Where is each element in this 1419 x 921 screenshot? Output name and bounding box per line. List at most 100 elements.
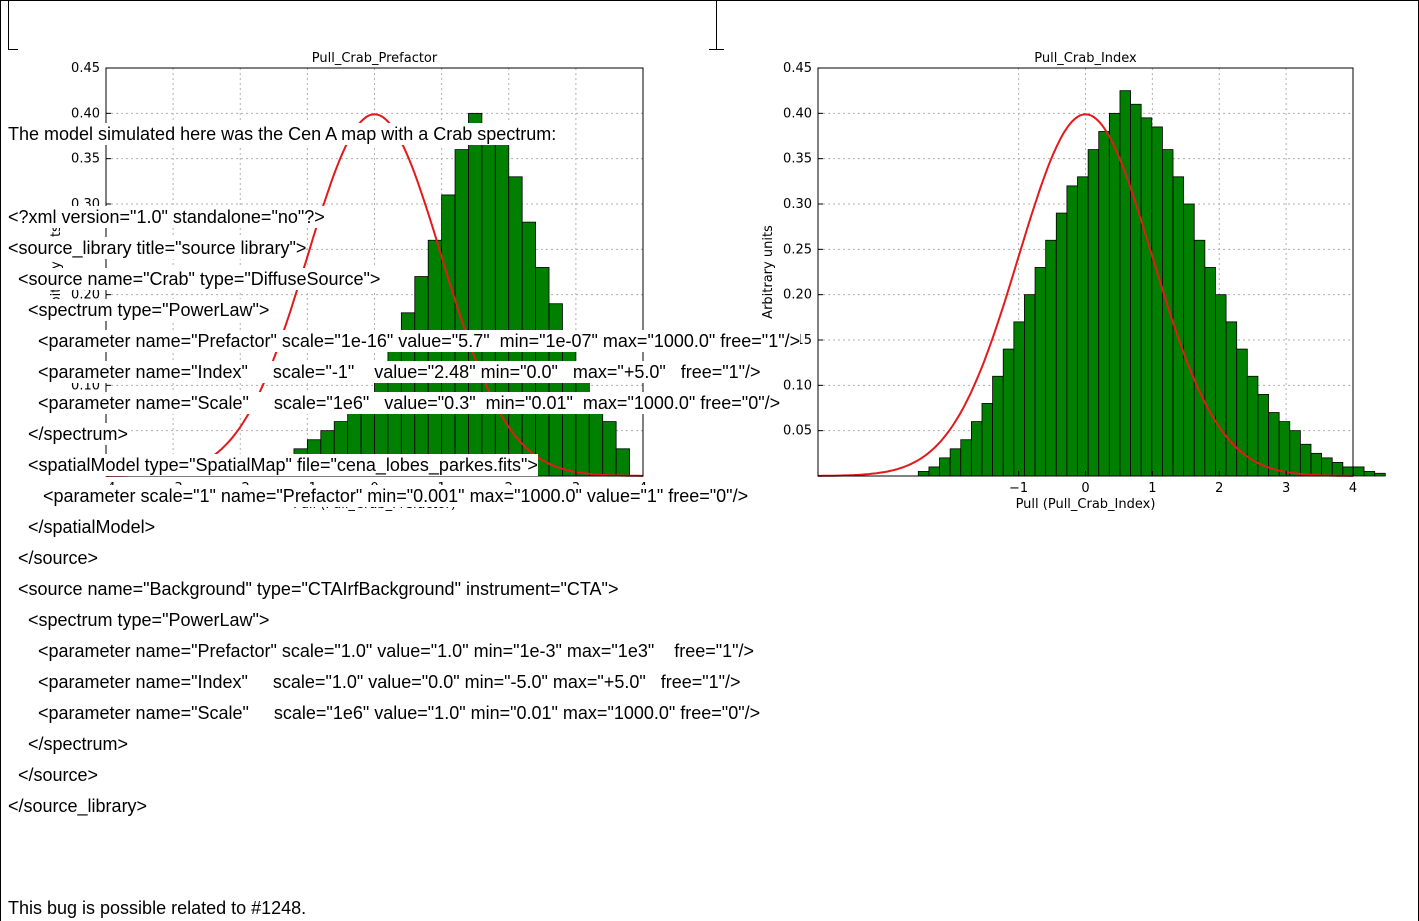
histogram-bar bbox=[1268, 412, 1280, 477]
histogram-bar bbox=[1002, 348, 1015, 477]
histogram-bar bbox=[1045, 239, 1057, 477]
y-tick-label: 0.10 bbox=[783, 378, 812, 393]
histogram-bar bbox=[588, 403, 604, 477]
histogram-bar bbox=[1225, 321, 1238, 477]
histogram-bar bbox=[1342, 466, 1354, 477]
xml-line: </source> bbox=[8, 764, 99, 786]
histogram-bar bbox=[1374, 472, 1386, 477]
histogram-bar bbox=[1119, 90, 1131, 477]
histogram-bar bbox=[1087, 149, 1100, 477]
xml-line: <source name="Crab" type="DiffuseSource"… bbox=[8, 268, 381, 290]
chart-pull-crab-index: 0.050.100.150.200.250.300.350.400.45−101… bbox=[716, 40, 1416, 530]
histogram-bar bbox=[1321, 457, 1333, 477]
frame-inner-left-foot bbox=[8, 49, 18, 50]
histogram-bar bbox=[454, 149, 469, 477]
frame-left-line bbox=[0, 0, 1, 921]
y-tick-label: 0.20 bbox=[783, 288, 812, 303]
histogram-bar bbox=[970, 421, 983, 477]
y-tick-label: 0.35 bbox=[783, 152, 812, 167]
histogram-bar bbox=[1289, 430, 1301, 477]
histogram-bar bbox=[1215, 294, 1227, 477]
x-tick-label: −1 bbox=[1009, 481, 1028, 496]
histogram-bar bbox=[1140, 117, 1153, 477]
y-axis-label: Arbitrary units bbox=[761, 225, 776, 319]
histogram-bar bbox=[1331, 461, 1344, 477]
x-tick-label: 1 bbox=[1148, 481, 1156, 496]
gaussian-curve bbox=[818, 113, 1353, 477]
histogram-bar bbox=[1183, 203, 1195, 477]
xml-line: <parameter name="Scale" scale="1e6" valu… bbox=[8, 392, 781, 414]
histogram-bar bbox=[427, 239, 443, 477]
histogram-bar bbox=[1310, 452, 1323, 477]
histogram-bar bbox=[928, 466, 940, 477]
histogram-bar bbox=[1278, 421, 1291, 477]
histogram-bar bbox=[1055, 212, 1068, 477]
y-tick-label: 0.40 bbox=[71, 106, 100, 121]
histogram-bar bbox=[1353, 466, 1365, 477]
xml-line: </source_library> bbox=[8, 795, 148, 817]
xml-line: <parameter name="Prefactor" scale="1.0" … bbox=[8, 640, 755, 662]
x-axis-label: Pull (Pull_Crab_Index) bbox=[1016, 497, 1156, 512]
histogram-bar bbox=[1066, 185, 1078, 477]
frame-divider bbox=[716, 0, 717, 50]
histogram-bar bbox=[960, 439, 972, 477]
xml-line: </spatialModel> bbox=[8, 516, 156, 538]
histogram-bar bbox=[1077, 176, 1089, 477]
histogram-bar bbox=[1013, 321, 1025, 477]
xml-line: <parameter name="Scale" scale="1e6" valu… bbox=[8, 702, 761, 724]
y-tick-label: 0.20 bbox=[71, 288, 100, 303]
xml-line: </spectrum> bbox=[8, 733, 129, 755]
chart-title: Pull_Crab_Prefactor bbox=[312, 51, 438, 66]
y-tick-label: 0.40 bbox=[783, 106, 812, 121]
chart-title: Pull_Crab_Index bbox=[1034, 51, 1137, 66]
histogram-bar bbox=[1193, 239, 1206, 477]
frame-top-line bbox=[0, 0, 1419, 1]
histogram-bar bbox=[1130, 103, 1142, 477]
histogram-bar bbox=[1236, 348, 1248, 477]
chart-svg-index: 0.050.100.150.200.250.300.350.400.45−101… bbox=[761, 51, 1386, 512]
y-tick-label: 0.35 bbox=[71, 152, 100, 167]
histogram-bar bbox=[981, 403, 994, 477]
histogram-bar bbox=[1034, 267, 1047, 477]
xml-line: <spatialModel type="SpatialMap" file="ce… bbox=[8, 454, 538, 476]
x-tick-label: 4 bbox=[1349, 481, 1357, 496]
histogram-bar bbox=[1363, 471, 1376, 477]
frame-inner-left-edge bbox=[8, 0, 9, 50]
histogram-bar bbox=[1299, 443, 1312, 477]
x-tick-label: 0 bbox=[1081, 481, 1089, 496]
footer-text: This bug is possible related to #1248. bbox=[8, 897, 307, 919]
histogram-bar bbox=[1151, 126, 1163, 477]
histogram-bar bbox=[1204, 267, 1216, 477]
histogram-bar bbox=[917, 471, 930, 477]
xml-line: <parameter name="Prefactor" scale="1e-16… bbox=[8, 330, 801, 352]
x-tick-label: 3 bbox=[1282, 481, 1290, 496]
intro-text: The model simulated here was the Cen A m… bbox=[8, 123, 557, 145]
histogram-bar bbox=[1098, 131, 1110, 477]
histogram-bar bbox=[949, 448, 962, 477]
histogram-bar bbox=[992, 375, 1004, 477]
xml-line: </source> bbox=[8, 547, 99, 569]
histogram-bar bbox=[1024, 294, 1036, 477]
xml-line: <spectrum type="PowerLaw"> bbox=[8, 299, 270, 321]
xml-line: <source_library title="source library"> bbox=[8, 237, 307, 259]
y-tick-label: 0.45 bbox=[783, 61, 812, 76]
frame-divider-foot bbox=[709, 49, 724, 50]
xml-line: <parameter name="Index" scale="1.0" valu… bbox=[8, 671, 741, 693]
xml-line: </spectrum> bbox=[8, 423, 129, 445]
histogram-bar bbox=[602, 421, 617, 477]
histogram-bar bbox=[481, 131, 496, 477]
histogram-bar bbox=[939, 457, 951, 477]
y-tick-label: 0.45 bbox=[71, 61, 100, 76]
y-tick-label: 0.25 bbox=[783, 242, 812, 257]
histogram-bar bbox=[1108, 112, 1121, 477]
histogram-bar bbox=[1162, 149, 1174, 477]
xml-line: <parameter name="Index" scale="-1" value… bbox=[8, 361, 761, 383]
x-tick-label: 2 bbox=[1215, 481, 1223, 496]
y-tick-label: 0.05 bbox=[783, 424, 812, 439]
y-tick-label: 0.30 bbox=[783, 197, 812, 212]
xml-line: <parameter scale="1" name="Prefactor" mi… bbox=[8, 485, 749, 507]
xml-line: <source name="Background" type="CTAIrfBa… bbox=[8, 578, 619, 600]
xml-line: <spectrum type="PowerLaw"> bbox=[8, 609, 270, 631]
histogram-bar bbox=[468, 112, 483, 477]
histogram-bar bbox=[615, 448, 630, 477]
